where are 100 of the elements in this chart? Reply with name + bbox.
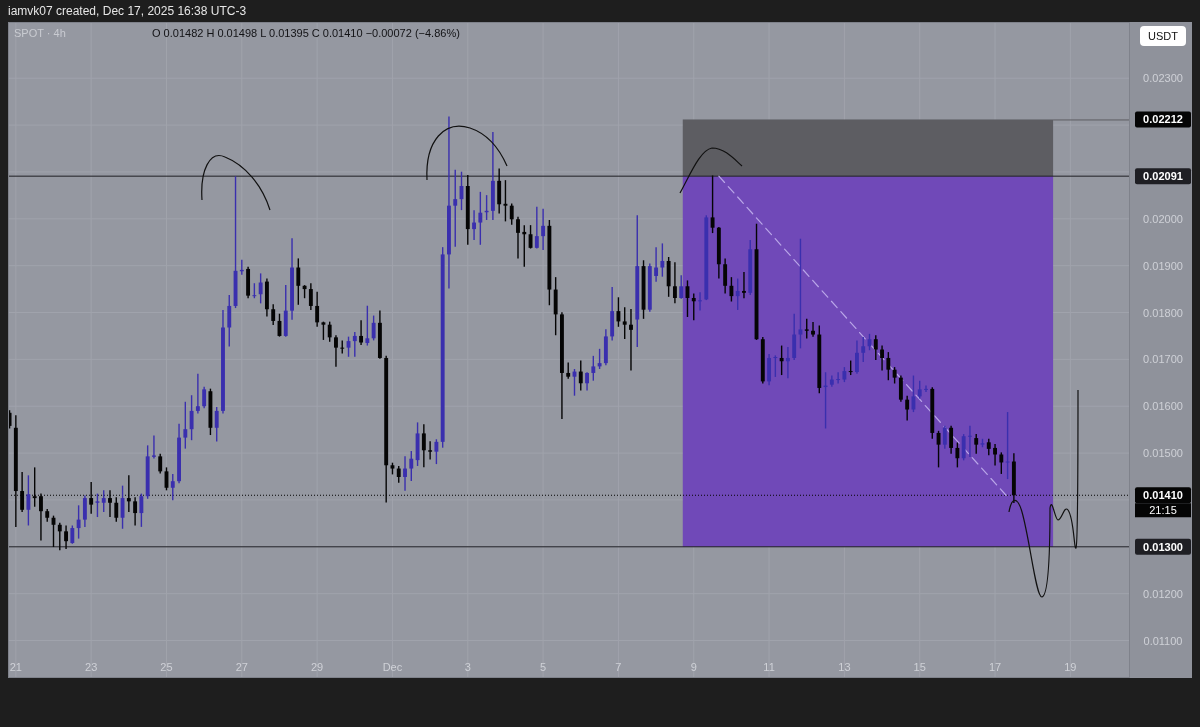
candlestick — [597, 348, 602, 369]
candlestick — [999, 452, 1004, 474]
candlestick — [509, 203, 514, 225]
candlestick — [924, 385, 928, 392]
x-tick-label: 11 — [763, 661, 775, 673]
candlestick — [352, 331, 357, 357]
candlestick — [785, 346, 790, 379]
candlestick — [792, 313, 797, 361]
candlestick — [898, 375, 903, 402]
candlestick — [334, 335, 338, 367]
candlestick — [622, 307, 627, 339]
candlestick — [1005, 412, 1010, 480]
candlestick — [365, 305, 370, 346]
candlestick — [472, 210, 477, 241]
candlestick — [308, 283, 313, 310]
ref-line-label: 0.02091 — [1143, 170, 1183, 183]
candlestick — [409, 450, 414, 481]
candlestick — [76, 505, 81, 539]
candlestick — [428, 441, 433, 460]
candlestick — [516, 216, 520, 259]
candlestick — [214, 406, 219, 442]
candlestick — [453, 169, 458, 247]
text: iamvk07 created, Dec 17, 2025 16:38 UTC-3 — [8, 4, 247, 18]
candlestick — [82, 495, 87, 527]
x-tick-label: 17 — [988, 661, 1002, 673]
candlestick — [767, 353, 772, 386]
candlestick — [679, 275, 684, 299]
y-tick-label: 0.02000 — [1143, 212, 1183, 225]
text: 21:15 — [1149, 504, 1177, 517]
candlestick — [798, 238, 803, 349]
candlestick — [57, 522, 62, 551]
text: USDT — [1148, 30, 1179, 42]
ref-line-label: 0.01410 — [1143, 489, 1183, 502]
candlestick — [811, 322, 815, 337]
y-tick-label: 0.01900 — [1143, 259, 1183, 272]
candlestick — [258, 273, 263, 304]
candlestick — [497, 168, 502, 214]
candlestick — [616, 297, 621, 327]
candlestick — [672, 262, 677, 304]
candlestick — [742, 271, 746, 299]
candlestick — [723, 258, 728, 294]
candlestick — [170, 473, 175, 501]
candlestick — [271, 304, 276, 325]
x-tick-label: Dec — [382, 661, 403, 673]
candlestick — [629, 309, 633, 371]
candlestick — [591, 355, 596, 381]
candlestick — [886, 352, 891, 381]
y-tick-label: 0.01800 — [1143, 306, 1183, 319]
candlestick — [371, 315, 376, 341]
candlestick — [296, 258, 301, 305]
candlestick — [534, 206, 539, 249]
x-tick-label: 23 — [85, 661, 98, 673]
candlestick — [421, 424, 426, 468]
candlestick — [710, 175, 715, 234]
y-tick-label: 0.01100 — [1143, 634, 1183, 647]
candlestick — [880, 345, 885, 371]
candlestick — [64, 525, 69, 549]
candlestick — [861, 337, 866, 362]
candlestick — [961, 434, 966, 461]
candlestick — [541, 208, 546, 250]
y-tick-label: 0.01700 — [1143, 353, 1183, 366]
candlestick — [20, 472, 25, 512]
x-tick-label: 19 — [1064, 661, 1077, 673]
candlestick — [993, 443, 997, 466]
y-tick-label: 0.02300 — [1143, 72, 1183, 85]
candlestick — [949, 425, 954, 454]
candlestick — [189, 395, 194, 441]
ref-line-label: 0.01300 — [1143, 540, 1183, 553]
candlestick — [779, 345, 784, 376]
candlestick — [315, 291, 320, 327]
candlestick — [578, 360, 583, 391]
candlestick — [942, 425, 947, 449]
candlestick — [773, 355, 778, 377]
candlestick — [403, 456, 407, 491]
candlestick — [434, 439, 439, 465]
candlestick — [26, 475, 31, 526]
candlestick — [654, 247, 659, 282]
candlestick — [478, 191, 483, 245]
candlestick — [955, 442, 960, 468]
band-label: 0.02212 — [1143, 113, 1183, 126]
y-tick-label: 0.01600 — [1143, 400, 1183, 413]
candlestick — [151, 435, 156, 459]
candlestick — [873, 335, 878, 361]
candlestick — [855, 340, 859, 374]
candlestick — [227, 294, 232, 347]
candlestick — [735, 278, 740, 310]
x-tick-label: 25 — [160, 661, 173, 673]
candlestick — [660, 243, 665, 277]
candlestick — [804, 318, 809, 339]
y-tick-label: 0.01500 — [1143, 447, 1183, 460]
candlestick — [729, 277, 734, 302]
candlestick — [95, 493, 100, 518]
candlestick — [183, 401, 188, 449]
y-tick-label: 0.01200 — [1143, 587, 1183, 600]
chart-subtitle: O 0.01482 H 0.01498 L 0.01395 C 0.01410 −0.00072 (−4.86%) — [152, 27, 460, 39]
x-tick-label: 13 — [838, 661, 851, 673]
candlestick — [905, 395, 910, 421]
candlestick — [202, 386, 207, 409]
candlestick — [158, 453, 163, 474]
candlestick — [359, 320, 364, 346]
